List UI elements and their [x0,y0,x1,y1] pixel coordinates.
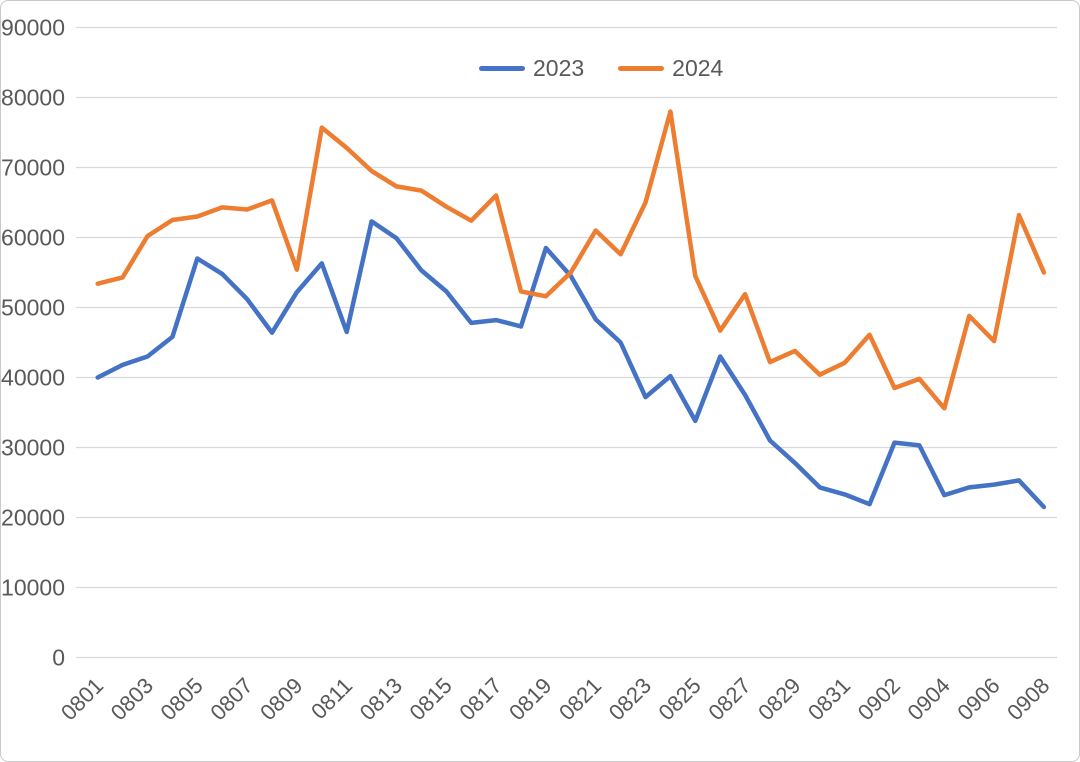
legend-2024-label: 2024 [672,55,724,81]
series-line-2024 [95,109,1047,411]
legend-item-2024: 2024 [618,57,723,80]
x-axis-tick-label-0823: 0823 [604,673,656,725]
legend-2023-label: 2023 [533,55,585,81]
y-axis-tick-label: 30000 [1,435,65,461]
y-axis-tick-label: 80000 [1,85,65,111]
x-axis-tick-label-0906: 0906 [952,673,1004,725]
x-axis-tick-label-0908: 0908 [1002,673,1054,725]
x-axis-tick-label-0807: 0807 [205,673,257,725]
x-axis-tick-label-0904: 0904 [903,673,955,725]
x-axis-tick-label-0819: 0819 [504,673,556,725]
x-axis-tick-label-0821: 0821 [554,673,606,725]
y-axis-tick-label: 90000 [1,15,65,41]
x-axis-tick-label-0809: 0809 [255,673,307,725]
x-axis-tick-label-0811: 0811 [306,673,357,724]
legend-2024-line-swatch [618,66,665,71]
x-axis-tick-label-0815: 0815 [405,673,457,725]
y-axis-tick-label: 60000 [1,225,65,251]
x-axis-tick-label-0831: 0831 [803,673,855,725]
x-axis-tick-label-0813: 0813 [355,673,407,725]
x-axis-tick-label-0829: 0829 [753,673,805,725]
x-axis-tick-label-0803: 0803 [106,673,158,725]
y-axis-tick-label: 50000 [1,295,65,321]
y-axis-tick-label: 20000 [1,505,65,531]
x-axis-tick-label-0805: 0805 [156,673,208,725]
y-axis-tick-label: 10000 [1,575,65,601]
x-axis-tick-label-0827: 0827 [703,673,755,725]
x-axis-tick-label-0902: 0902 [853,673,905,725]
y-axis-tick-label: 70000 [1,155,65,181]
x-axis-tick-label-0817: 0817 [454,673,506,725]
x-axis-tick-label-0825: 0825 [654,673,706,725]
x-axis-tick-label-0801: 0801 [56,673,108,725]
chart-legend: 2023 2024 [479,57,723,80]
y-axis-tick-label: 40000 [1,365,65,391]
y-axis-tick-label: 0 [52,645,65,671]
series-line-2023 [95,219,1047,510]
legend-2023-line-swatch [479,66,525,71]
legend-item-2023: 2023 [479,57,584,80]
